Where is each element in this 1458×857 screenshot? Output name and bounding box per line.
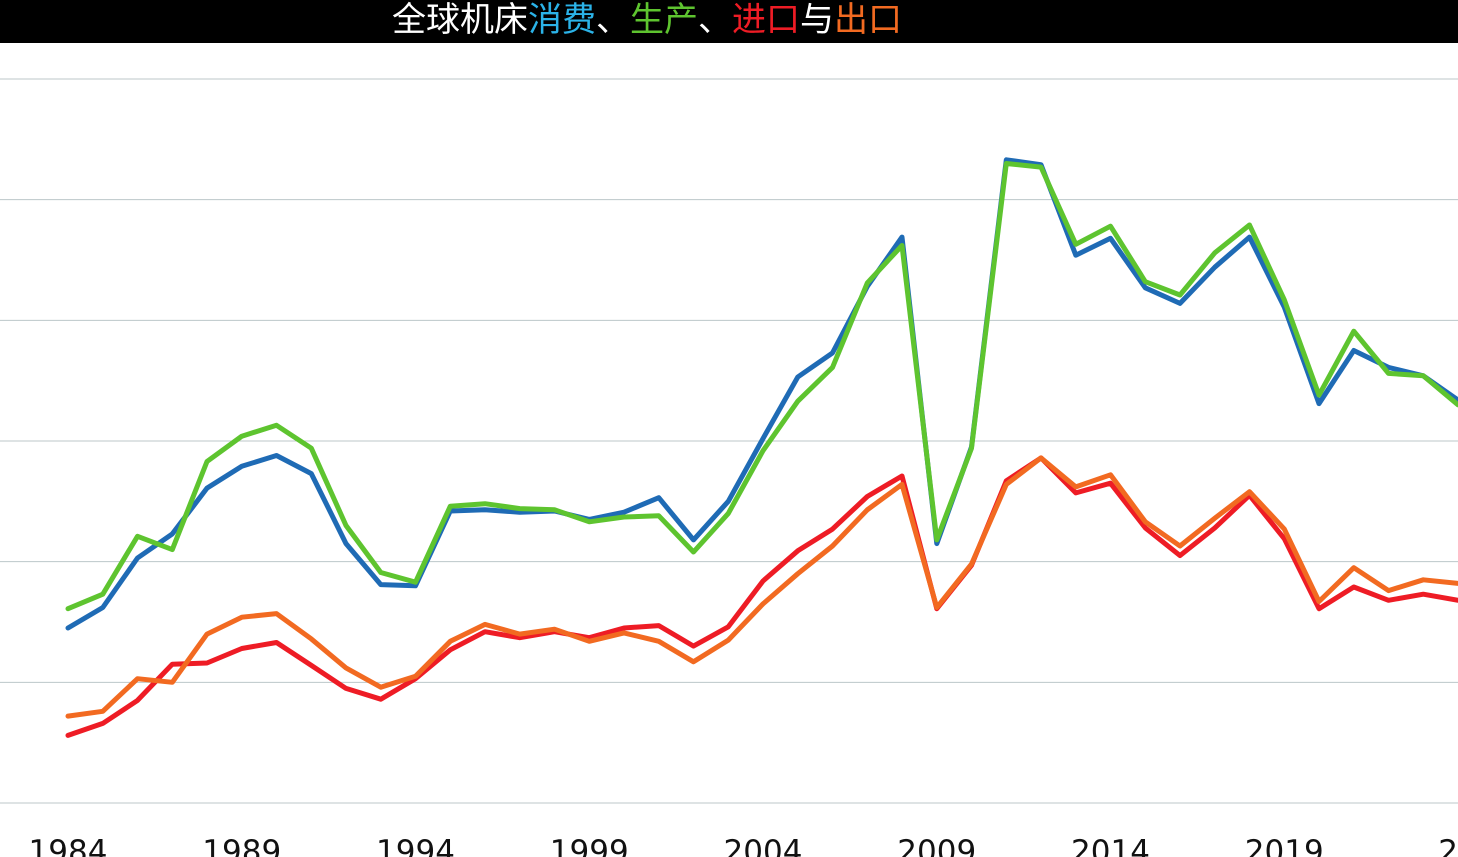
title-segment: 消费 bbox=[528, 0, 596, 40]
x-tick-label: 1989 bbox=[202, 834, 281, 857]
title-segment: 进口 bbox=[732, 0, 800, 40]
x-axis-tick-labels: 1984 1989 1994 1999 2004 2009 2014 2019 20 bbox=[29, 834, 1458, 857]
x-tick-label: 2004 bbox=[724, 834, 803, 857]
series-line-0 bbox=[65, 157, 1458, 631]
x-tick-label: 2014 bbox=[1071, 834, 1150, 857]
series-line-1 bbox=[65, 161, 1458, 612]
x-tick-label: 1994 bbox=[376, 834, 455, 857]
x-tick-label: 1984 bbox=[29, 834, 108, 857]
title-segment: 、 bbox=[596, 0, 630, 40]
x-tick-label: 20 bbox=[1438, 834, 1458, 857]
chart-title: 全球机床消费、生产、进口与出口 bbox=[392, 0, 902, 40]
x-tick-label: 2009 bbox=[897, 834, 976, 857]
series-lines bbox=[65, 157, 1458, 738]
x-tick-label: 1999 bbox=[550, 834, 629, 857]
title-bar bbox=[0, 0, 1458, 43]
title-segment: 、 bbox=[698, 0, 732, 40]
title-segment: 与 bbox=[800, 0, 834, 40]
title-segment: 全球机床 bbox=[392, 0, 528, 40]
title-segment: 生产 bbox=[630, 0, 698, 40]
title-segment: 出口 bbox=[834, 0, 902, 40]
series-line-2 bbox=[65, 455, 1458, 738]
series-line-3 bbox=[65, 455, 1458, 719]
gridlines bbox=[0, 78, 1458, 804]
x-tick-label: 2019 bbox=[1245, 834, 1324, 857]
